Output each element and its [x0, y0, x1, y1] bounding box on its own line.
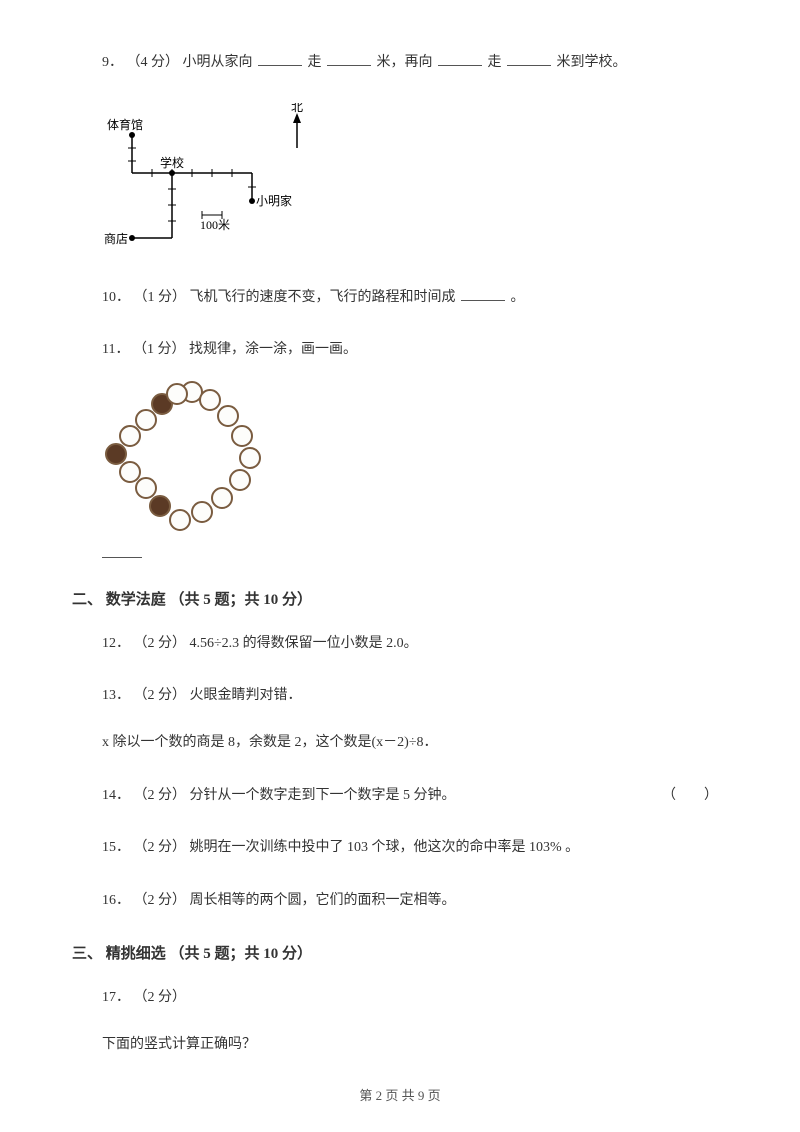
q12-num: 12．: [102, 636, 130, 651]
q11-t1: 找规律，涂一涂，画一画。: [189, 342, 357, 357]
q16-num: 16．: [102, 893, 130, 908]
q15-points: （2 分）: [134, 840, 187, 855]
q17-num: 17．: [102, 990, 130, 1005]
q11-num: 11．: [102, 342, 129, 357]
shop-label: 商店: [104, 231, 128, 246]
question-17-line2: 下面的竖式计算正确吗？: [72, 1032, 728, 1059]
blank: [258, 52, 302, 66]
q11-points: （1 分）: [133, 342, 186, 357]
scale-label: 100米: [200, 218, 230, 232]
q13-t1: 火眼金睛判对错．: [190, 688, 302, 703]
q10-num: 10．: [102, 290, 130, 305]
q9-t3: 米，再向: [377, 55, 437, 70]
question-11: 11． （1 分） 找规律，涂一涂，画一画。: [72, 337, 728, 364]
gym-label: 体育馆: [107, 117, 143, 132]
q13-num: 13．: [102, 688, 130, 703]
map-svg: 北 体育馆 学校 小明家 商店 100米: [102, 103, 322, 263]
question-10: 10． （1 分） 飞机飞行的速度不变，飞行的路程和时间成 。: [72, 285, 728, 312]
page-footer: 第 2 页 共 9 页: [0, 1085, 800, 1104]
question-14: 14． （2 分） 分针从一个数字走到下一个数字是 5 分钟。 （ ）: [72, 783, 728, 810]
q10-t2: 。: [511, 290, 525, 305]
north-label: 北: [291, 103, 303, 114]
q13-points: （2 分）: [134, 688, 187, 703]
q10-t1: 飞机飞行的速度不变，飞行的路程和时间成: [190, 290, 456, 305]
q17-line2: 下面的竖式计算正确吗？: [102, 1037, 256, 1052]
blank: [507, 52, 551, 66]
q16-points: （2 分）: [134, 893, 187, 908]
q9-t4: 走: [488, 55, 506, 70]
bead-diagram: [102, 378, 282, 538]
question-13: 13． （2 分） 火眼金睛判对错．: [72, 683, 728, 710]
bead-svg: [102, 378, 282, 538]
section-3-heading: 三、 精挑细选 （共 5 题；共 10 分）: [72, 942, 728, 963]
answer-blank: [102, 548, 142, 558]
q14-t1: 分针从一个数字走到下一个数字是 5 分钟。: [190, 788, 456, 803]
question-17: 17． （2 分）: [72, 985, 728, 1012]
q9-t1: 小明从家向: [183, 55, 253, 70]
q12-points: （2 分）: [134, 636, 187, 651]
q9-t5: 米到学校。: [557, 55, 627, 70]
q14-num: 14．: [102, 788, 130, 803]
q13-line2: x 除以一个数的商是 8，余数是 2，这个数是(x－2)÷8．: [102, 735, 438, 750]
q9-t2: 走: [308, 55, 322, 70]
q12-t1: 4.56÷2.3 的得数保留一位小数是 2.0。: [190, 636, 418, 651]
blank: [461, 287, 505, 301]
q15-t1: 姚明在一次训练中投中了 103 个球，他这次的命中率是 103% 。: [190, 840, 580, 855]
q9-num: 9．: [102, 55, 123, 70]
map-diagram: 北 体育馆 学校 小明家 商店 100米: [102, 103, 322, 263]
q10-points: （1 分）: [134, 290, 187, 305]
q17-points: （2 分）: [134, 990, 187, 1005]
home-label: 小明家: [256, 193, 292, 208]
blank: [438, 52, 482, 66]
blank: [327, 52, 371, 66]
section-2-heading: 二、 数学法庭 （共 5 题；共 10 分）: [72, 588, 728, 609]
question-12: 12． （2 分） 4.56÷2.3 的得数保留一位小数是 2.0。: [72, 631, 728, 658]
question-13-line2: x 除以一个数的商是 8，余数是 2，这个数是(x－2)÷8．: [102, 730, 728, 757]
question-15: 15． （2 分） 姚明在一次训练中投中了 103 个球，他这次的命中率是 10…: [72, 835, 728, 862]
q14-paren: （ ）: [662, 783, 718, 810]
question-9: 9． （4 分） 小明从家向 走 米，再向 走 米到学校。: [72, 50, 728, 77]
q15-num: 15．: [102, 840, 130, 855]
q14-points: （2 分）: [134, 788, 187, 803]
question-16: 16． （2 分） 周长相等的两个圆，它们的面积一定相等。: [72, 888, 728, 915]
school-label: 学校: [160, 155, 184, 170]
q16-t1: 周长相等的两个圆，它们的面积一定相等。: [190, 893, 456, 908]
q9-points: （4 分）: [127, 55, 180, 70]
